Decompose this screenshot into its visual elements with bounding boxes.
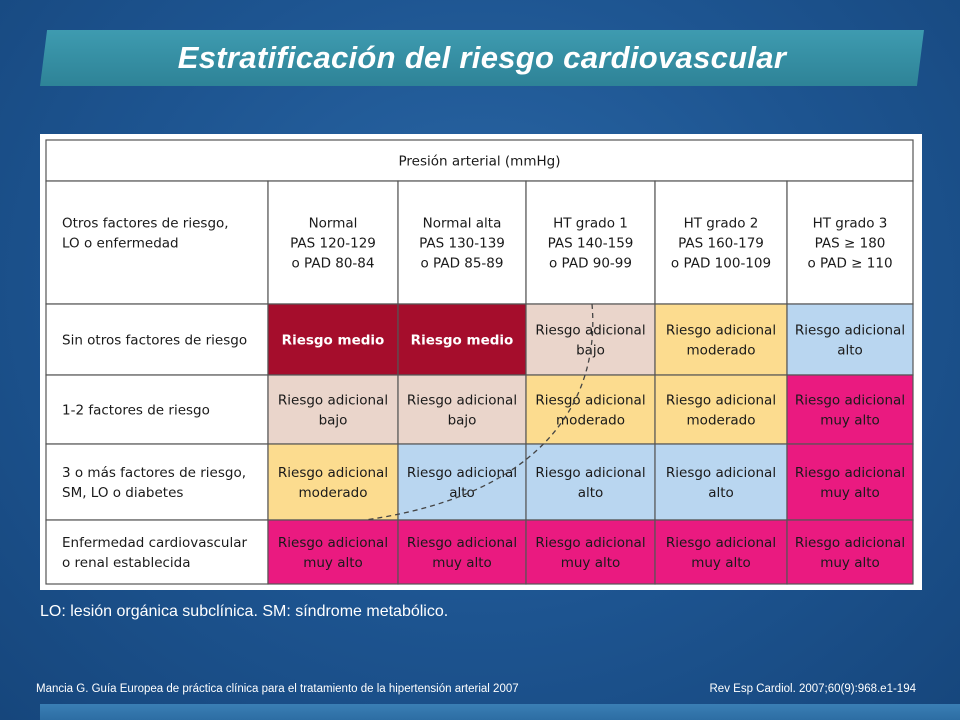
risk-cell-label: muy alto bbox=[303, 555, 363, 571]
column-header-label: o PAD ≥ 110 bbox=[807, 256, 892, 272]
column-header-label: HT grado 3 bbox=[813, 216, 888, 232]
row-header-label: SM, LO o diabetes bbox=[62, 485, 183, 501]
risk-cell-label: alto bbox=[578, 485, 604, 501]
row-header-cell bbox=[45, 443, 269, 521]
row-header-cell bbox=[45, 374, 269, 445]
risk-cell-label: muy alto bbox=[432, 555, 492, 571]
column-header-label: o PAD 90-99 bbox=[549, 256, 632, 272]
column-header-label: PAS 120-129 bbox=[290, 236, 376, 252]
row-header-label: o renal establecida bbox=[62, 555, 191, 571]
column-header-label: o PAD 80-84 bbox=[292, 256, 375, 272]
risk-threshold-curve bbox=[364, 303, 594, 521]
risk-cell bbox=[525, 443, 656, 521]
risk-cell-label: bajo bbox=[319, 413, 348, 429]
risk-cell bbox=[525, 374, 656, 445]
journal-citation: Rev Esp Cardiol. 2007;60(9):968.e1-194 bbox=[709, 683, 917, 695]
risk-cell-label: moderado bbox=[556, 413, 625, 429]
row-header-cell bbox=[45, 303, 269, 376]
risk-cell bbox=[397, 519, 527, 585]
risk-cell-label: Riesgo adicional bbox=[278, 465, 388, 481]
slide-title: Estratificación del riesgo cardiovascula… bbox=[177, 40, 787, 75]
risk-cell-label: Riesgo adicional bbox=[666, 323, 776, 339]
column-header-label: HT grado 2 bbox=[684, 216, 759, 232]
row-header-label: 1-2 factores de riesgo bbox=[62, 403, 210, 419]
column-header-cell bbox=[525, 180, 656, 305]
risk-cell bbox=[267, 443, 399, 521]
risk-cell-label: muy alto bbox=[820, 413, 880, 429]
super-header-label: Presión arterial (mmHg) bbox=[399, 154, 561, 170]
risk-cell bbox=[397, 303, 527, 376]
column-header-label: o PAD 85-89 bbox=[421, 256, 504, 272]
bottom-bar bbox=[40, 704, 960, 720]
risk-cell bbox=[525, 303, 656, 376]
risk-cell bbox=[267, 519, 399, 585]
risk-cell-label: Riesgo adicional bbox=[795, 535, 905, 551]
risk-cell-label: Riesgo adicional bbox=[535, 393, 645, 409]
risk-cell bbox=[654, 443, 788, 521]
risk-cell-label: alto bbox=[837, 343, 863, 359]
risk-cell bbox=[786, 519, 914, 585]
risk-cell-label: Riesgo adicional bbox=[278, 535, 388, 551]
risk-cell-label: muy alto bbox=[691, 555, 751, 571]
risk-cell-label: muy alto bbox=[820, 555, 880, 571]
risk-cell-label: Riesgo adicional bbox=[666, 465, 776, 481]
risk-cell-label: alto bbox=[708, 485, 734, 501]
risk-cell bbox=[654, 303, 788, 376]
column-header-label: o PAD 100-109 bbox=[671, 256, 771, 272]
column-header-label: Normal bbox=[309, 216, 358, 232]
row-header-label: Enfermedad cardiovascular bbox=[62, 535, 248, 551]
column-header-cell bbox=[786, 180, 914, 305]
risk-cell-label: Riesgo adicional bbox=[666, 393, 776, 409]
column-header-label: PAS 140-159 bbox=[548, 236, 634, 252]
risk-cell-label: muy alto bbox=[820, 485, 880, 501]
risk-cell-label: Riesgo adicional bbox=[795, 323, 905, 339]
risk-cell-label: Riesgo adicional bbox=[795, 465, 905, 481]
column-header-cell bbox=[267, 180, 399, 305]
risk-cell bbox=[786, 374, 914, 445]
row-header-cell bbox=[45, 519, 269, 585]
corner-header-label: LO o enfermedad bbox=[62, 236, 179, 252]
risk-cell-label: Riesgo medio bbox=[282, 333, 385, 349]
risk-cell-label: Riesgo adicional bbox=[407, 393, 517, 409]
risk-cell-label: Riesgo adicional bbox=[535, 323, 645, 339]
risk-cell-label: Riesgo adicional bbox=[278, 393, 388, 409]
risk-cell-label: Riesgo adicional bbox=[535, 535, 645, 551]
risk-cell bbox=[397, 374, 527, 445]
risk-cell-label: alto bbox=[449, 485, 475, 501]
risk-cell bbox=[654, 519, 788, 585]
risk-cell-label: moderado bbox=[299, 485, 368, 501]
column-header-label: PAS 130-139 bbox=[419, 236, 505, 252]
corner-header-label: Otros factores de riesgo, bbox=[62, 216, 229, 232]
column-header-label: HT grado 1 bbox=[553, 216, 628, 232]
risk-table-panel: Presión arterial (mmHg) Otros factores de… bbox=[40, 134, 922, 590]
row-header-label: Sin otros factores de riesgo bbox=[62, 333, 247, 349]
risk-cell-label: Riesgo adicional bbox=[795, 393, 905, 409]
risk-cell bbox=[525, 519, 656, 585]
risk-cell-label: moderado bbox=[687, 413, 756, 429]
row-header-label: 3 o más factores de riesgo, bbox=[62, 465, 246, 481]
risk-cell bbox=[654, 374, 788, 445]
source-citation: Mancia G. Guía Europea de práctica clíni… bbox=[36, 683, 519, 695]
risk-cell-label: moderado bbox=[687, 343, 756, 359]
risk-cell bbox=[786, 443, 914, 521]
column-header-cell bbox=[397, 180, 527, 305]
risk-cell-label: Riesgo adicional bbox=[407, 465, 517, 481]
column-header-label: Normal alta bbox=[423, 216, 502, 232]
risk-cell-label: bajo bbox=[448, 413, 477, 429]
column-header-label: PAS 160-179 bbox=[678, 236, 764, 252]
risk-cell-label: Riesgo adicional bbox=[666, 535, 776, 551]
risk-cell bbox=[267, 374, 399, 445]
risk-cell-label: Riesgo medio bbox=[411, 333, 514, 349]
risk-cell bbox=[786, 303, 914, 376]
column-header-label: PAS ≥ 180 bbox=[815, 236, 886, 252]
footnote: LO: lesión orgánica subclínica. SM: sínd… bbox=[40, 603, 449, 620]
risk-cell-label: Riesgo adicional bbox=[407, 535, 517, 551]
column-header-cell bbox=[654, 180, 788, 305]
risk-cell-label: muy alto bbox=[561, 555, 621, 571]
title-banner bbox=[40, 30, 924, 86]
risk-cell-label: Riesgo adicional bbox=[535, 465, 645, 481]
risk-cell bbox=[397, 443, 527, 521]
risk-table: Presión arterial (mmHg) Otros factores de… bbox=[45, 139, 914, 585]
